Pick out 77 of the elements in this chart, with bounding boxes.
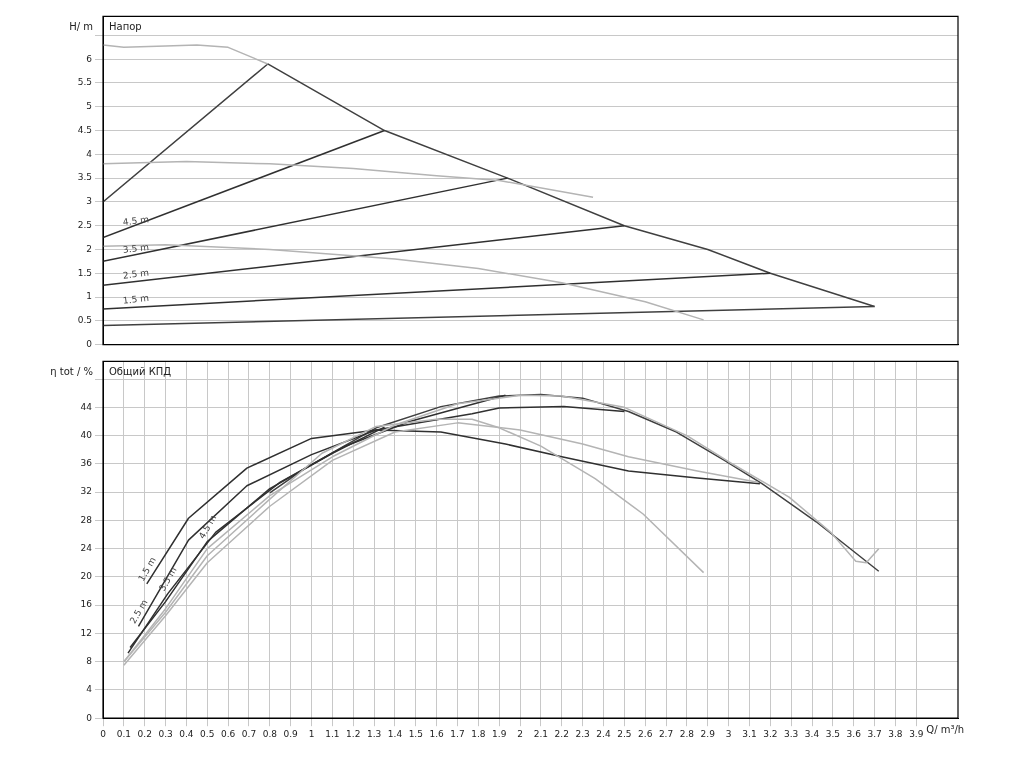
y-tick-label: 4 — [86, 684, 93, 695]
y-tick-label: 5.5 — [77, 77, 92, 88]
y-tick-label: 8 — [86, 656, 93, 667]
annotation: 4.5 m — [196, 513, 219, 541]
x-tick-label: 1.5 — [408, 728, 423, 739]
annotation: 2.5 m — [127, 597, 150, 626]
x-tick-label: 0.8 — [262, 728, 278, 739]
x-tick-label: 3.4 — [804, 728, 820, 739]
y-tick-label: 0 — [86, 712, 93, 723]
x-tick-label: 0.2 — [137, 728, 152, 739]
y-tick-label: 20 — [80, 571, 93, 582]
x-tick-label: 0.9 — [283, 728, 299, 739]
x-tick-label: 2.9 — [700, 728, 716, 739]
x-tick-label: 2.4 — [596, 728, 611, 739]
y-tick-label: 16 — [80, 599, 93, 610]
x-tick-label: 3.8 — [888, 728, 903, 739]
y-tick-label: 4 — [86, 148, 93, 159]
x-tick-label: 1.3 — [366, 728, 382, 739]
y-axis-title: η tot / % — [50, 365, 93, 377]
x-tick-label: 3.7 — [867, 728, 882, 739]
annotation: 3.5 m — [122, 241, 150, 255]
x-tick-label: 1.1 — [325, 728, 340, 739]
x-tick-label: 0 — [100, 728, 107, 739]
x-tick-label: 3.5 — [825, 728, 841, 739]
annotation: 1.5 m — [122, 292, 150, 306]
y-tick-label: 24 — [80, 542, 93, 553]
x-tick-label: 2 — [517, 728, 523, 739]
x-tick-label: 2.7 — [658, 728, 674, 739]
x-tick-label: 3.2 — [763, 728, 778, 739]
y-tick-label: 12 — [80, 627, 92, 638]
y-axis-title: H/ m — [69, 20, 93, 32]
annotation: 3.5 m — [157, 565, 179, 593]
annotation: 1.5 m — [136, 555, 158, 583]
x-tick-label: 2.6 — [638, 728, 653, 739]
y-tick-label: 1.5 — [77, 267, 92, 278]
x-axis-title: Q/ m³/h — [926, 723, 965, 735]
y-tick-label: 4.5 — [77, 124, 92, 135]
x-tick-label: 1.8 — [471, 728, 486, 739]
x-tick-label: 0.4 — [179, 728, 194, 739]
x-tick-label: 1.9 — [492, 728, 507, 739]
y-tick-label: 1 — [86, 291, 92, 302]
x-tick-label: 2.8 — [679, 728, 695, 739]
x-tick-label: 3.6 — [846, 728, 862, 739]
x-tick-label: 0.3 — [158, 728, 173, 739]
x-tick-label: 3.1 — [742, 728, 757, 739]
x-tick-label: 1.2 — [346, 728, 361, 739]
x-tick-label: 2.1 — [533, 728, 549, 739]
x-tick-label: 2.3 — [575, 728, 590, 739]
x-tick-label: 3.9 — [909, 728, 924, 739]
annotation: 2.5 m — [122, 267, 150, 281]
y-tick-label: 0 — [86, 338, 93, 349]
y-tick-label: 32 — [80, 486, 92, 497]
y-tick-label: 3 — [86, 196, 92, 207]
y-tick-label: 5 — [86, 101, 92, 112]
y-tick-label: 28 — [80, 514, 93, 525]
text: Общий КПД — [109, 365, 172, 377]
x-tick-label: 2.2 — [554, 728, 569, 739]
y-tick-label: 2 — [86, 243, 92, 254]
x-tick-label: 1.6 — [429, 728, 445, 739]
y-tick-label: 3.5 — [77, 172, 92, 183]
x-tick-label: 0.1 — [116, 728, 132, 739]
x-tick-label: 0.7 — [241, 728, 257, 739]
x-tick-label: 3 — [725, 728, 732, 739]
x-tick-label: 0.6 — [220, 728, 236, 739]
y-tick-label: 36 — [80, 458, 93, 469]
x-tick-label: 3.3 — [784, 728, 799, 739]
y-tick-label: 0.5 — [77, 315, 92, 326]
y-tick-label: 6 — [86, 53, 93, 64]
y-tick-label: 44 — [80, 401, 93, 412]
x-tick-label: 1.7 — [450, 728, 465, 739]
text: Напор — [109, 20, 142, 32]
x-tick-label: 1.4 — [387, 728, 403, 739]
y-tick-label: 40 — [80, 429, 93, 440]
x-tick-label: 0.5 — [200, 728, 215, 739]
y-tick-label: 2.5 — [77, 220, 92, 231]
x-tick-label: 2.5 — [617, 728, 632, 739]
x-tick-label: 1 — [308, 728, 315, 739]
